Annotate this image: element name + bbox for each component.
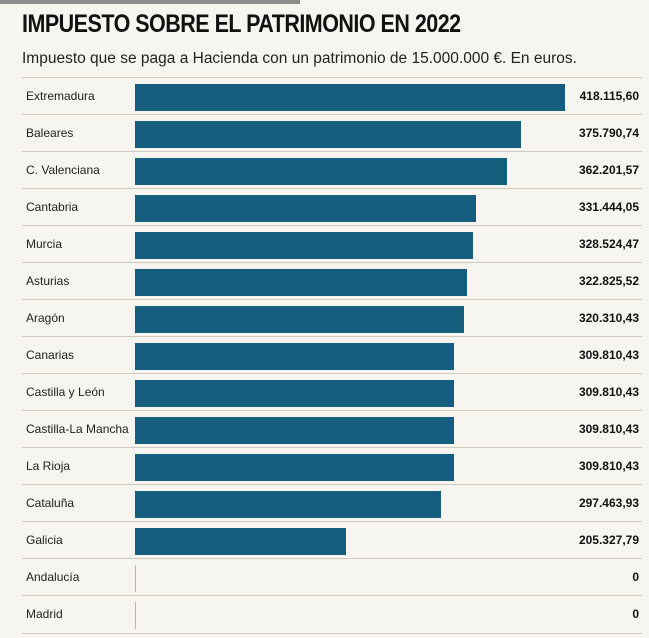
value-label: 328.524,47 xyxy=(578,237,639,251)
category-label: Madrid xyxy=(26,607,63,621)
category-label: Aragón xyxy=(26,311,65,325)
category-label: Baleares xyxy=(26,126,74,140)
bar xyxy=(135,417,454,444)
chart-row: Baleares 375.790,74 xyxy=(22,114,642,152)
category-label: Cataluña xyxy=(26,496,75,510)
chart-row: Asturias 322.825,52 xyxy=(22,262,642,300)
chart-row: Canarias 309.810,43 xyxy=(22,336,642,374)
bar xyxy=(135,158,508,185)
top-accent-bar xyxy=(0,0,300,4)
value-label: 309.810,43 xyxy=(578,348,639,362)
value-label: 0 xyxy=(632,570,639,584)
zero-bar-baseline xyxy=(135,602,136,629)
value-label: 309.810,43 xyxy=(578,459,639,473)
value-label: 297.463,93 xyxy=(578,496,639,510)
chart-title: IMPUESTO SOBRE EL PATRIMONIO EN 2022 xyxy=(22,10,461,38)
bar xyxy=(135,454,454,481)
category-label: Canarias xyxy=(26,348,75,362)
category-label: Castilla-La Mancha xyxy=(26,422,129,436)
bar xyxy=(135,269,467,296)
value-label: 322.825,52 xyxy=(578,274,639,288)
chart-row: Andalucía 0 xyxy=(22,558,642,596)
category-label: Andalucía xyxy=(26,570,80,584)
value-label: 0 xyxy=(632,607,639,621)
bar xyxy=(135,491,441,518)
chart-row: Galicia 205.327,79 xyxy=(22,521,642,559)
category-label: C. Valenciana xyxy=(26,163,100,177)
value-label: 375.790,74 xyxy=(578,126,639,140)
value-label: 418.115,60 xyxy=(579,89,639,103)
category-label: Extremadura xyxy=(26,89,95,103)
chart-row: La Rioja 309.810,43 xyxy=(22,447,642,485)
bar xyxy=(135,528,347,555)
value-label: 362.201,57 xyxy=(578,163,639,177)
value-label: 309.810,43 xyxy=(578,422,639,436)
chart-row: C. Valenciana 362.201,57 xyxy=(22,151,642,189)
category-label: Cantabria xyxy=(26,200,79,214)
chart-row: Cantabria 331.444,05 xyxy=(22,188,642,226)
value-label: 205.327,79 xyxy=(578,533,639,547)
value-label: 331.444,05 xyxy=(578,200,639,214)
value-label: 309.810,43 xyxy=(578,385,639,399)
bar xyxy=(135,343,454,370)
chart-subtitle: Impuesto que se paga a Hacienda con un p… xyxy=(22,50,577,67)
chart-row: Castilla-La Mancha 309.810,43 xyxy=(22,410,642,448)
chart-row: Aragón 320.310,43 xyxy=(22,299,642,337)
bar xyxy=(135,84,565,111)
category-label: Asturias xyxy=(26,274,70,288)
chart-row: Extremadura 418.115,60 xyxy=(22,77,642,115)
bar xyxy=(135,380,454,407)
bar-chart: Extremadura 418.115,60 Baleares 375.790,74 C… xyxy=(22,77,642,634)
category-label: La Rioja xyxy=(26,459,71,473)
bar xyxy=(135,306,465,333)
bar xyxy=(135,195,476,222)
category-label: Murcia xyxy=(26,237,63,251)
chart-row: Murcia 328.524,47 xyxy=(22,225,642,263)
bar xyxy=(135,232,473,259)
category-label: Castilla y León xyxy=(26,385,105,399)
category-label: Galicia xyxy=(26,533,63,547)
bar xyxy=(135,121,522,148)
zero-bar-baseline xyxy=(135,565,136,592)
chart-row: Cataluña 297.463,93 xyxy=(22,484,642,522)
value-label: 320.310,43 xyxy=(578,311,639,325)
chart-row: Madrid 0 xyxy=(22,595,642,634)
chart-row: Castilla y León 309.810,43 xyxy=(22,373,642,411)
